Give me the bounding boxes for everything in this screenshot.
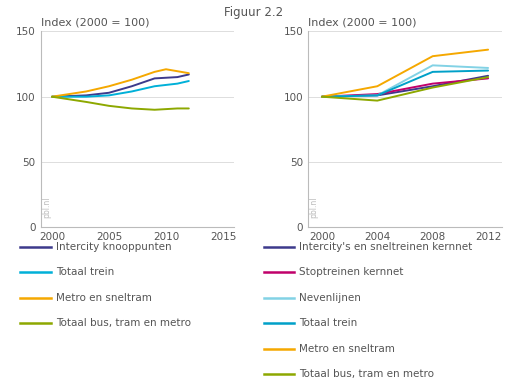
Text: Figuur 2.2: Figuur 2.2 [224, 6, 283, 19]
Text: pbl.nl: pbl.nl [42, 196, 51, 218]
Text: Intercity's en sneltreinen kernnet: Intercity's en sneltreinen kernnet [299, 242, 473, 252]
Text: Totaal bus, tram en metro: Totaal bus, tram en metro [56, 318, 191, 328]
Text: Index (2000 = 100): Index (2000 = 100) [41, 18, 149, 28]
Text: Intercity knooppunten: Intercity knooppunten [56, 242, 171, 252]
Text: Metro en sneltram: Metro en sneltram [299, 344, 395, 354]
Text: Totaal bus, tram en metro: Totaal bus, tram en metro [299, 369, 434, 379]
Text: pbl.nl: pbl.nl [309, 196, 318, 218]
Text: Totaal trein: Totaal trein [56, 267, 114, 278]
Text: Metro en sneltram: Metro en sneltram [56, 293, 152, 303]
Text: Totaal trein: Totaal trein [299, 318, 357, 328]
Text: Nevenlijnen: Nevenlijnen [299, 293, 361, 303]
Text: Index (2000 = 100): Index (2000 = 100) [308, 18, 417, 28]
Text: Stoptreinen kernnet: Stoptreinen kernnet [299, 267, 404, 278]
